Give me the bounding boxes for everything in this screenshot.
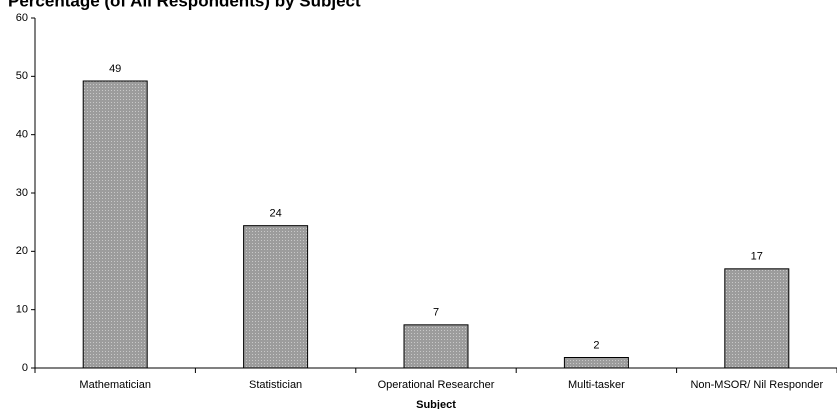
y-tick-label: 40 [16,129,28,141]
y-tick-label: 0 [22,362,28,374]
value-label: 2 [593,339,599,351]
value-label: 24 [269,208,281,220]
bar [563,357,629,369]
y-tick-label: 20 [16,245,28,257]
bar [82,80,148,369]
bar [403,324,469,369]
y-tick-label: 50 [16,70,28,82]
x-tick-label: Non-MSOR/ Nil Responder [690,379,823,391]
y-tick-label: 30 [16,187,28,199]
y-tick-label: 10 [16,304,28,316]
x-tick-label: Mathematician [79,379,151,391]
x-tick-label: Multi-tasker [568,379,625,391]
value-label: 17 [751,251,763,263]
bar [724,268,790,369]
value-label: 49 [109,63,121,75]
chart-title: Percentage (of All Respondents) by Subje… [8,0,361,10]
bar [243,225,309,369]
x-axis-label: Subject [416,399,456,409]
x-tick-label: Statistician [249,379,302,391]
value-label: 7 [433,307,439,319]
y-tick-label: 60 [16,12,28,24]
x-tick-label: Operational Researcher [378,379,495,391]
